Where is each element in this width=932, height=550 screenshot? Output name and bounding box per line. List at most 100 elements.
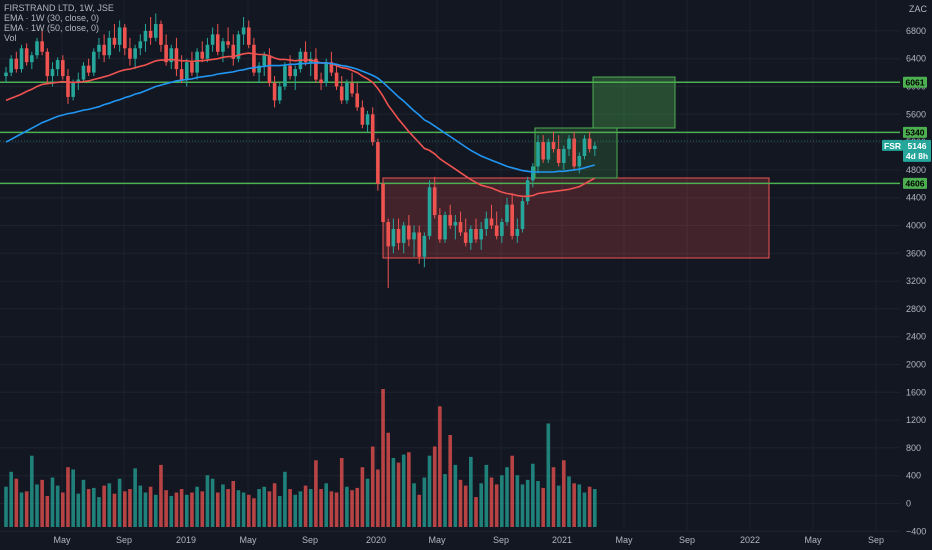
volume-bar [303, 485, 308, 527]
volume-bar [365, 478, 370, 527]
time-tick-label: Sep [116, 535, 132, 545]
volume-bar [241, 492, 246, 527]
volume-bar [500, 475, 504, 527]
time-tick-label: 2019 [176, 535, 196, 545]
volume-bar [360, 467, 365, 527]
candle-body [24, 48, 29, 63]
candle-body [221, 41, 225, 52]
candle-body [143, 30, 148, 42]
volume-bar [329, 491, 334, 527]
support-zone [382, 177, 770, 259]
volume-bar [474, 497, 478, 527]
volume-bar [324, 483, 329, 527]
time-axis[interactable]: May Sep 2019 May Sep 2020 May Sep 2021 May Sep 2022… [53, 535, 884, 545]
volume-bar [205, 475, 210, 527]
volume-bar [541, 487, 545, 527]
volume-bar [195, 486, 199, 527]
candle-body [458, 222, 463, 233]
volume-bar [458, 479, 463, 527]
volume-bar [236, 490, 241, 527]
candle-body [531, 166, 535, 181]
candle-body [50, 69, 55, 77]
volume-bar [562, 460, 566, 527]
volume-bar [417, 494, 421, 527]
candlesticks [4, 13, 597, 289]
price-tick-label: 3600 [906, 248, 926, 258]
candle-body [546, 142, 551, 160]
candle-body [582, 138, 587, 156]
price-tick-label: 1200 [906, 415, 926, 425]
time-tick-label: May [239, 535, 257, 545]
candle-body [334, 72, 339, 87]
price-tick-label: 2000 [906, 360, 926, 370]
candle-body [76, 79, 81, 84]
price-tick-label: 6800 [906, 26, 926, 36]
candle-body [128, 48, 132, 59]
candle-body [401, 225, 406, 243]
candle-body [97, 44, 101, 52]
candle-body [81, 65, 86, 80]
candle-body [190, 62, 194, 73]
volume-bar [9, 471, 13, 527]
candle-body [484, 218, 489, 229]
volume-bar [567, 476, 571, 527]
price-tick-label: 2400 [906, 332, 926, 342]
volume-bar [551, 467, 556, 527]
candle-body [407, 225, 411, 240]
candle-body [195, 51, 199, 73]
volume-bar [469, 456, 473, 527]
candle-body [324, 62, 329, 84]
volume-bar [587, 486, 592, 527]
price-tick-label: 400 [906, 471, 921, 481]
candle-body [236, 34, 241, 59]
volume-bar [138, 485, 143, 527]
candle-body [107, 37, 112, 56]
volume-bar [350, 490, 354, 527]
candle-body [556, 149, 561, 163]
candle-body [500, 222, 504, 236]
ema50-line [5, 62, 596, 173]
volume-bar [593, 489, 597, 527]
volume-bar [505, 467, 509, 527]
volume-bar [277, 495, 282, 527]
price-tick-label: 1600 [906, 387, 926, 397]
volume-bar [427, 455, 432, 527]
volume-bar [443, 474, 447, 527]
candle-body [567, 138, 571, 150]
candle-body [122, 27, 127, 49]
candle-body [30, 55, 34, 63]
volume-bar [396, 462, 401, 527]
horizontal-levels [0, 81, 900, 185]
candle-body [463, 232, 468, 243]
volume-bar [438, 406, 442, 527]
candle-body [71, 83, 75, 97]
candle-body [510, 204, 514, 236]
level-badge [903, 126, 927, 138]
volume-bar [432, 446, 437, 527]
volume-bar [345, 486, 349, 527]
volume-bar [81, 479, 86, 527]
volume-bar [24, 491, 29, 527]
candle-body [577, 156, 582, 167]
volume-bar [164, 490, 168, 527]
volume-bar [510, 455, 514, 527]
candle-body [9, 58, 13, 73]
candle-body [283, 65, 287, 87]
level-badge-label: 6061 [906, 77, 925, 87]
time-tick-label: 2022 [740, 535, 760, 545]
ema-lines [5, 52, 596, 198]
level-badge [903, 76, 927, 88]
volume-bar [422, 477, 427, 527]
candle-body [262, 55, 267, 66]
volume-bar [314, 460, 318, 527]
candle-body [179, 69, 184, 80]
volume-bar [112, 493, 117, 527]
candle-body [329, 62, 334, 73]
candle-body [448, 215, 452, 226]
volume-bar [376, 469, 380, 527]
candle-body [184, 62, 189, 80]
volume-bar [174, 492, 179, 527]
time-tick-label: May [428, 535, 446, 545]
